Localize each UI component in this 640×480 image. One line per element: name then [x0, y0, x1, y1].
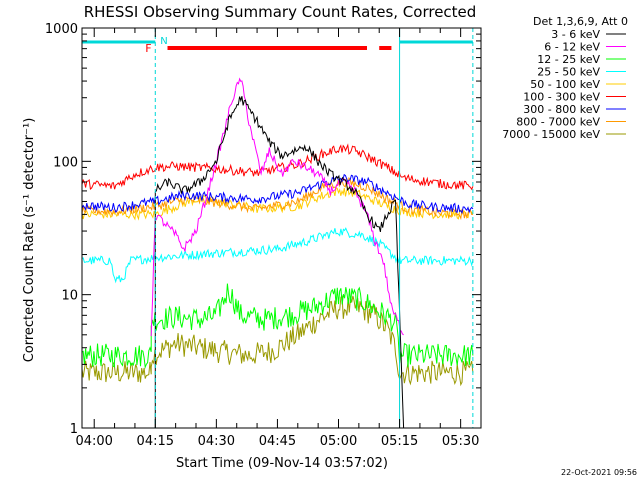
x-tick-label: 05:30 — [442, 434, 479, 449]
legend-label: 800 - 7000 keV — [516, 116, 600, 129]
x-axis: 04:00 04:15 04:30 04:45 05:00 05:15 05:30 — [75, 28, 482, 449]
y-axis-label: Corrected Count Rate (s⁻¹ detector⁻¹) — [22, 118, 37, 363]
x-axis-label: Start Time (09-Nov-14 03:57:02) — [176, 456, 388, 471]
legend-label: 7000 - 15000 keV — [502, 128, 600, 141]
legend-label: 6 - 12 keV — [544, 41, 600, 54]
series-line-3 — [81, 227, 474, 284]
legend-label: 50 - 100 keV — [530, 78, 600, 91]
flag-bars — [82, 40, 473, 50]
y-tick-label: 10 — [61, 289, 78, 304]
boundary-lines — [154, 28, 474, 428]
legend-header: Det 1,3,6,9, Att 0 — [533, 15, 628, 28]
y-tick-label: 1000 — [45, 22, 78, 37]
night-flag-label: N — [160, 36, 167, 47]
legend-label: 300 - 800 keV — [523, 103, 600, 116]
legend-label: 12 - 25 keV — [537, 53, 600, 66]
series-line-4 — [81, 185, 474, 221]
x-tick-label: 05:00 — [320, 434, 357, 449]
y-tick-label: 1 — [70, 422, 78, 437]
y-axis: 1 10 100 1000 — [45, 22, 481, 437]
timestamp: 22-Oct-2021 09:56 — [561, 468, 637, 477]
x-tick-label: 05:15 — [381, 434, 418, 449]
x-tick-label: 04:00 — [75, 434, 112, 449]
flare-flag-label: F — [145, 42, 151, 55]
series-line-8 — [81, 295, 474, 387]
series-line-2 — [81, 283, 474, 370]
series-line-7 — [81, 177, 473, 221]
plot-frame — [81, 27, 482, 429]
x-tick-label: 04:15 — [137, 434, 174, 449]
plot-lines — [81, 77, 474, 429]
legend-label: 25 - 50 keV — [537, 66, 600, 79]
series-line-5 — [81, 143, 474, 191]
series-line-6 — [81, 173, 474, 215]
y-tick-label: 100 — [53, 155, 78, 170]
series-line-1 — [150, 77, 404, 337]
x-tick-label: 04:45 — [259, 434, 296, 449]
chart-title: RHESSI Observing Summary Count Rates, Co… — [84, 3, 477, 21]
legend-label: 100 - 300 keV — [523, 91, 600, 104]
legend-label: 3 - 6 keV — [551, 28, 600, 41]
x-tick-label: 04:30 — [198, 434, 235, 449]
